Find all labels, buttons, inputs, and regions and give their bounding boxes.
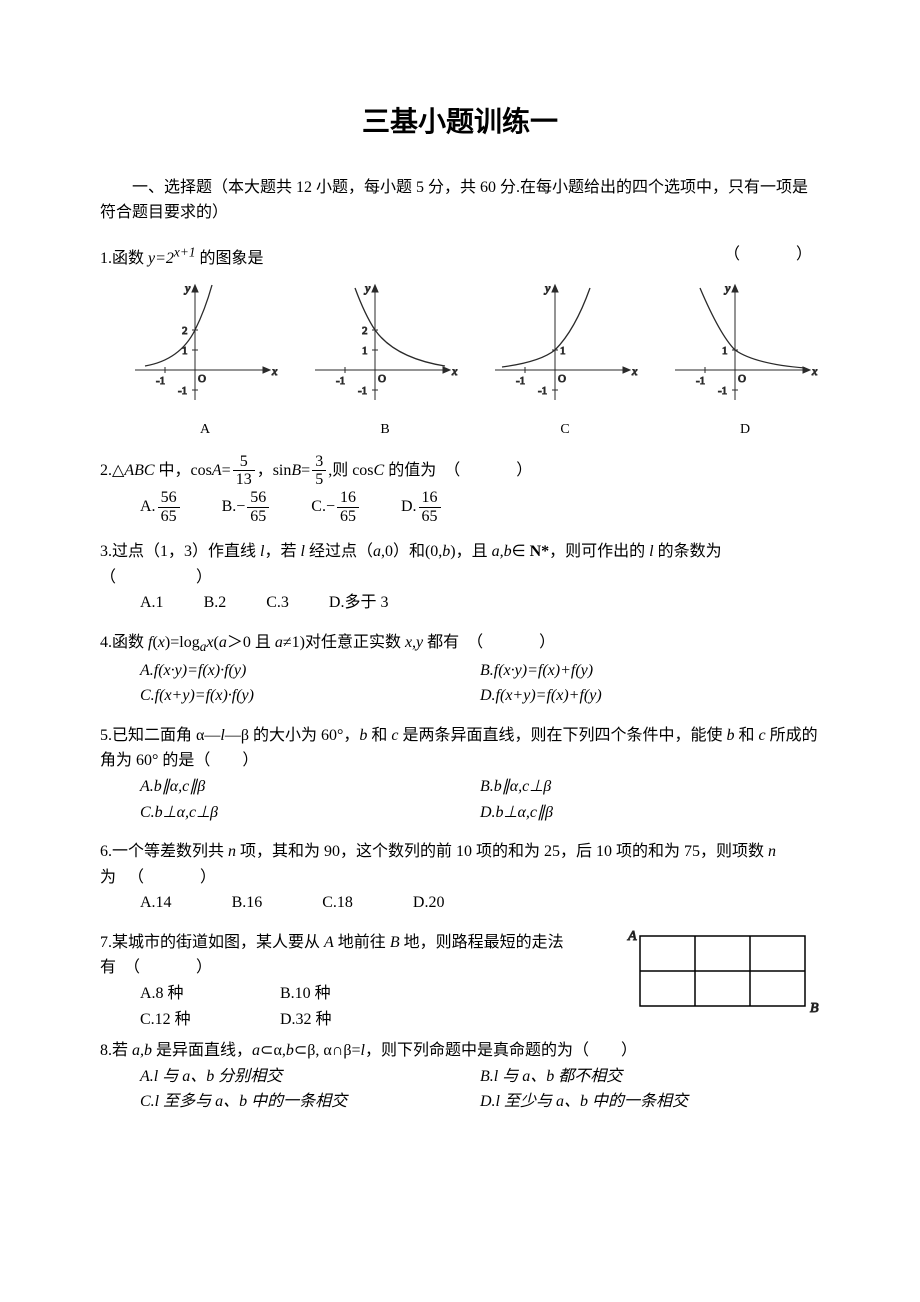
question-5: 5.已知二面角 α—l—β 的大小为 60°，b 和 c 是两条异面直线，则在下… [100,723,820,774]
q7-grid-label-b: B [810,1001,819,1016]
q1-graph-b: x y O 1 2 -1 -1 B [310,280,460,441]
svg-text:-1: -1 [538,385,547,397]
q5-opt-a: A.b∥α,c∥β [140,774,480,800]
q2-options: A.5665 B.−5665 C.−1665 D.1665 [140,489,820,525]
section-instructions: 一、选择题（本大题共 12 小题，每小题 5 分，共 60 分.在每小题给出的四… [100,175,820,226]
q8-options: A.l 与 a、b 分别相交 B.l 与 a、b 都不相交 C.l 至多与 a、… [140,1064,820,1115]
q8-opt-d: D.l 至少与 a、b 中的一条相交 [480,1089,820,1115]
q1-graph-a-label: A [130,419,280,441]
q4-options: A.f(x·y)=f(x)·f(y) B.f(x·y)=f(x)+f(y) C.… [140,658,820,709]
q1-graph-b-label: B [310,419,460,441]
svg-text:-1: -1 [156,375,165,387]
q5-opt-c: C.b⊥α,c⊥β [140,800,480,826]
q5-options: A.b∥α,c∥β B.b∥α,c⊥β C.b⊥α,c⊥β D.b⊥α,c∥β [140,774,820,825]
q3-options: A.1 B.2 C.3 D.多于 3 [140,590,820,616]
q7-paren: （ ） [124,959,220,976]
svg-text:y: y [724,281,731,295]
q3-opt-d: D.多于 3 [329,590,389,616]
q4-opt-d: D.f(x+y)=f(x)+f(y) [480,683,820,709]
q3-paren: （ ） [100,569,220,586]
svg-text:y: y [544,281,551,295]
svg-text:x: x [451,364,458,378]
q3-opt-b: B.2 [204,590,227,616]
q7-opt-a: A.8 种 [140,981,280,1007]
question-2: 2.△ABC 中，cosA=513，sinB=35,则 cosC 的值为 （ ） [100,453,820,489]
svg-text:O: O [378,373,386,385]
q6-opt-c: C.18 [322,890,353,916]
question-6: 6.一个等差数列共 n 项，其和为 90，这个数列的前 10 项的和为 25，后… [100,839,820,890]
q2-frac2: 35 [312,453,326,489]
svg-text:2: 2 [182,325,188,337]
q7-opt-d: D.32 种 [280,1007,420,1033]
svg-text:y: y [184,281,191,295]
svg-text:x: x [811,364,818,378]
q1-graph-d: x y O 1 -1 -1 D [670,280,820,441]
q3-opt-a: A.1 [140,590,164,616]
q4-opt-a: A.f(x·y)=f(x)·f(y) [140,658,480,684]
question-1: 1.函数 y=2x+1 的图象是 （ ） [100,242,820,272]
svg-text:-1: -1 [336,375,345,387]
q6-opt-a: A.14 [140,890,172,916]
svg-text:1: 1 [560,345,566,357]
q4-opt-c: C.f(x+y)=f(x)·f(y) [140,683,480,709]
question-7: A B 7.某城市的街道如图，某人要从 A 地前往 B 地，则路程最短的走法有 … [100,930,820,1032]
svg-text:x: x [271,364,278,378]
q5-opt-d: D.b⊥α,c∥β [480,800,820,826]
q6-opt-d: D.20 [413,890,445,916]
q1-paren: （ ） [724,242,820,268]
question-8: 8.若 a,b 是异面直线，a⊂α,b⊂β, α∩β=l，则下列命题中是真命题的… [100,1038,820,1064]
q7-options: A.8 种 B.10 种 C.12 种 D.32 种 [140,981,610,1032]
svg-text:2: 2 [362,325,368,337]
svg-text:1: 1 [722,345,728,357]
q2-opt-a: A.5665 [140,489,182,525]
svg-text:1: 1 [362,345,368,357]
q4-paren: （ ） [467,634,563,651]
q1-stem: 1.函数 y=2x+1 的图象是 [100,250,264,267]
question-4: 4.函数 f(x)=logax(a＞0 且 a≠1)对任意正实数 x,y 都有 … [100,630,820,658]
q6-opt-b: B.16 [232,890,263,916]
svg-text:O: O [738,373,746,385]
q3-opt-c: C.3 [266,590,289,616]
q1-graph-c: x y O 1 -1 -1 C [490,280,640,441]
q7-street-grid: A B [620,926,820,1025]
q2-opt-d: D.1665 [401,489,443,525]
svg-text:-1: -1 [178,385,187,397]
svg-text:x: x [631,364,638,378]
q2-opt-b: B.−5665 [222,489,272,525]
q2-frac1: 513 [233,453,255,489]
svg-text:-1: -1 [696,375,705,387]
q1-graph-d-label: D [670,419,820,441]
question-3: 3.过点（1，3）作直线 l，若 l 经过点（a,0）和(0,b)，且 a,b∈… [100,539,820,590]
svg-text:-1: -1 [718,385,727,397]
svg-text:-1: -1 [358,385,367,397]
q8-opt-b: B.l 与 a、b 都不相交 [480,1064,820,1090]
q6-paren: （ ） [128,869,224,886]
q7-grid-label-a: A [627,929,637,944]
q6-options: A.14 B.16 C.18 D.20 [140,890,820,916]
page-title: 三基小题训练一 [100,100,820,145]
q4-opt-b: B.f(x·y)=f(x)+f(y) [480,658,820,684]
q5-opt-b: B.b∥α,c⊥β [480,774,820,800]
q1-graph-a: x y O 1 2 -1 -1 A [130,280,280,441]
q8-opt-a: A.l 与 a、b 分别相交 [140,1064,480,1090]
q8-opt-c: C.l 至多与 a、b 中的一条相交 [140,1089,480,1115]
svg-text:O: O [558,373,566,385]
q2-paren: （ ） [444,462,540,479]
svg-text:-1: -1 [516,375,525,387]
q7-opt-b: B.10 种 [280,981,420,1007]
q2-opt-c: C.−1665 [311,489,361,525]
svg-text:y: y [364,281,371,295]
q1-graphs: x y O 1 2 -1 -1 A x y O 1 2 -1 -1 B [130,280,820,441]
q1-graph-c-label: C [490,419,640,441]
q7-opt-c: C.12 种 [140,1007,280,1033]
svg-text:O: O [198,373,206,385]
